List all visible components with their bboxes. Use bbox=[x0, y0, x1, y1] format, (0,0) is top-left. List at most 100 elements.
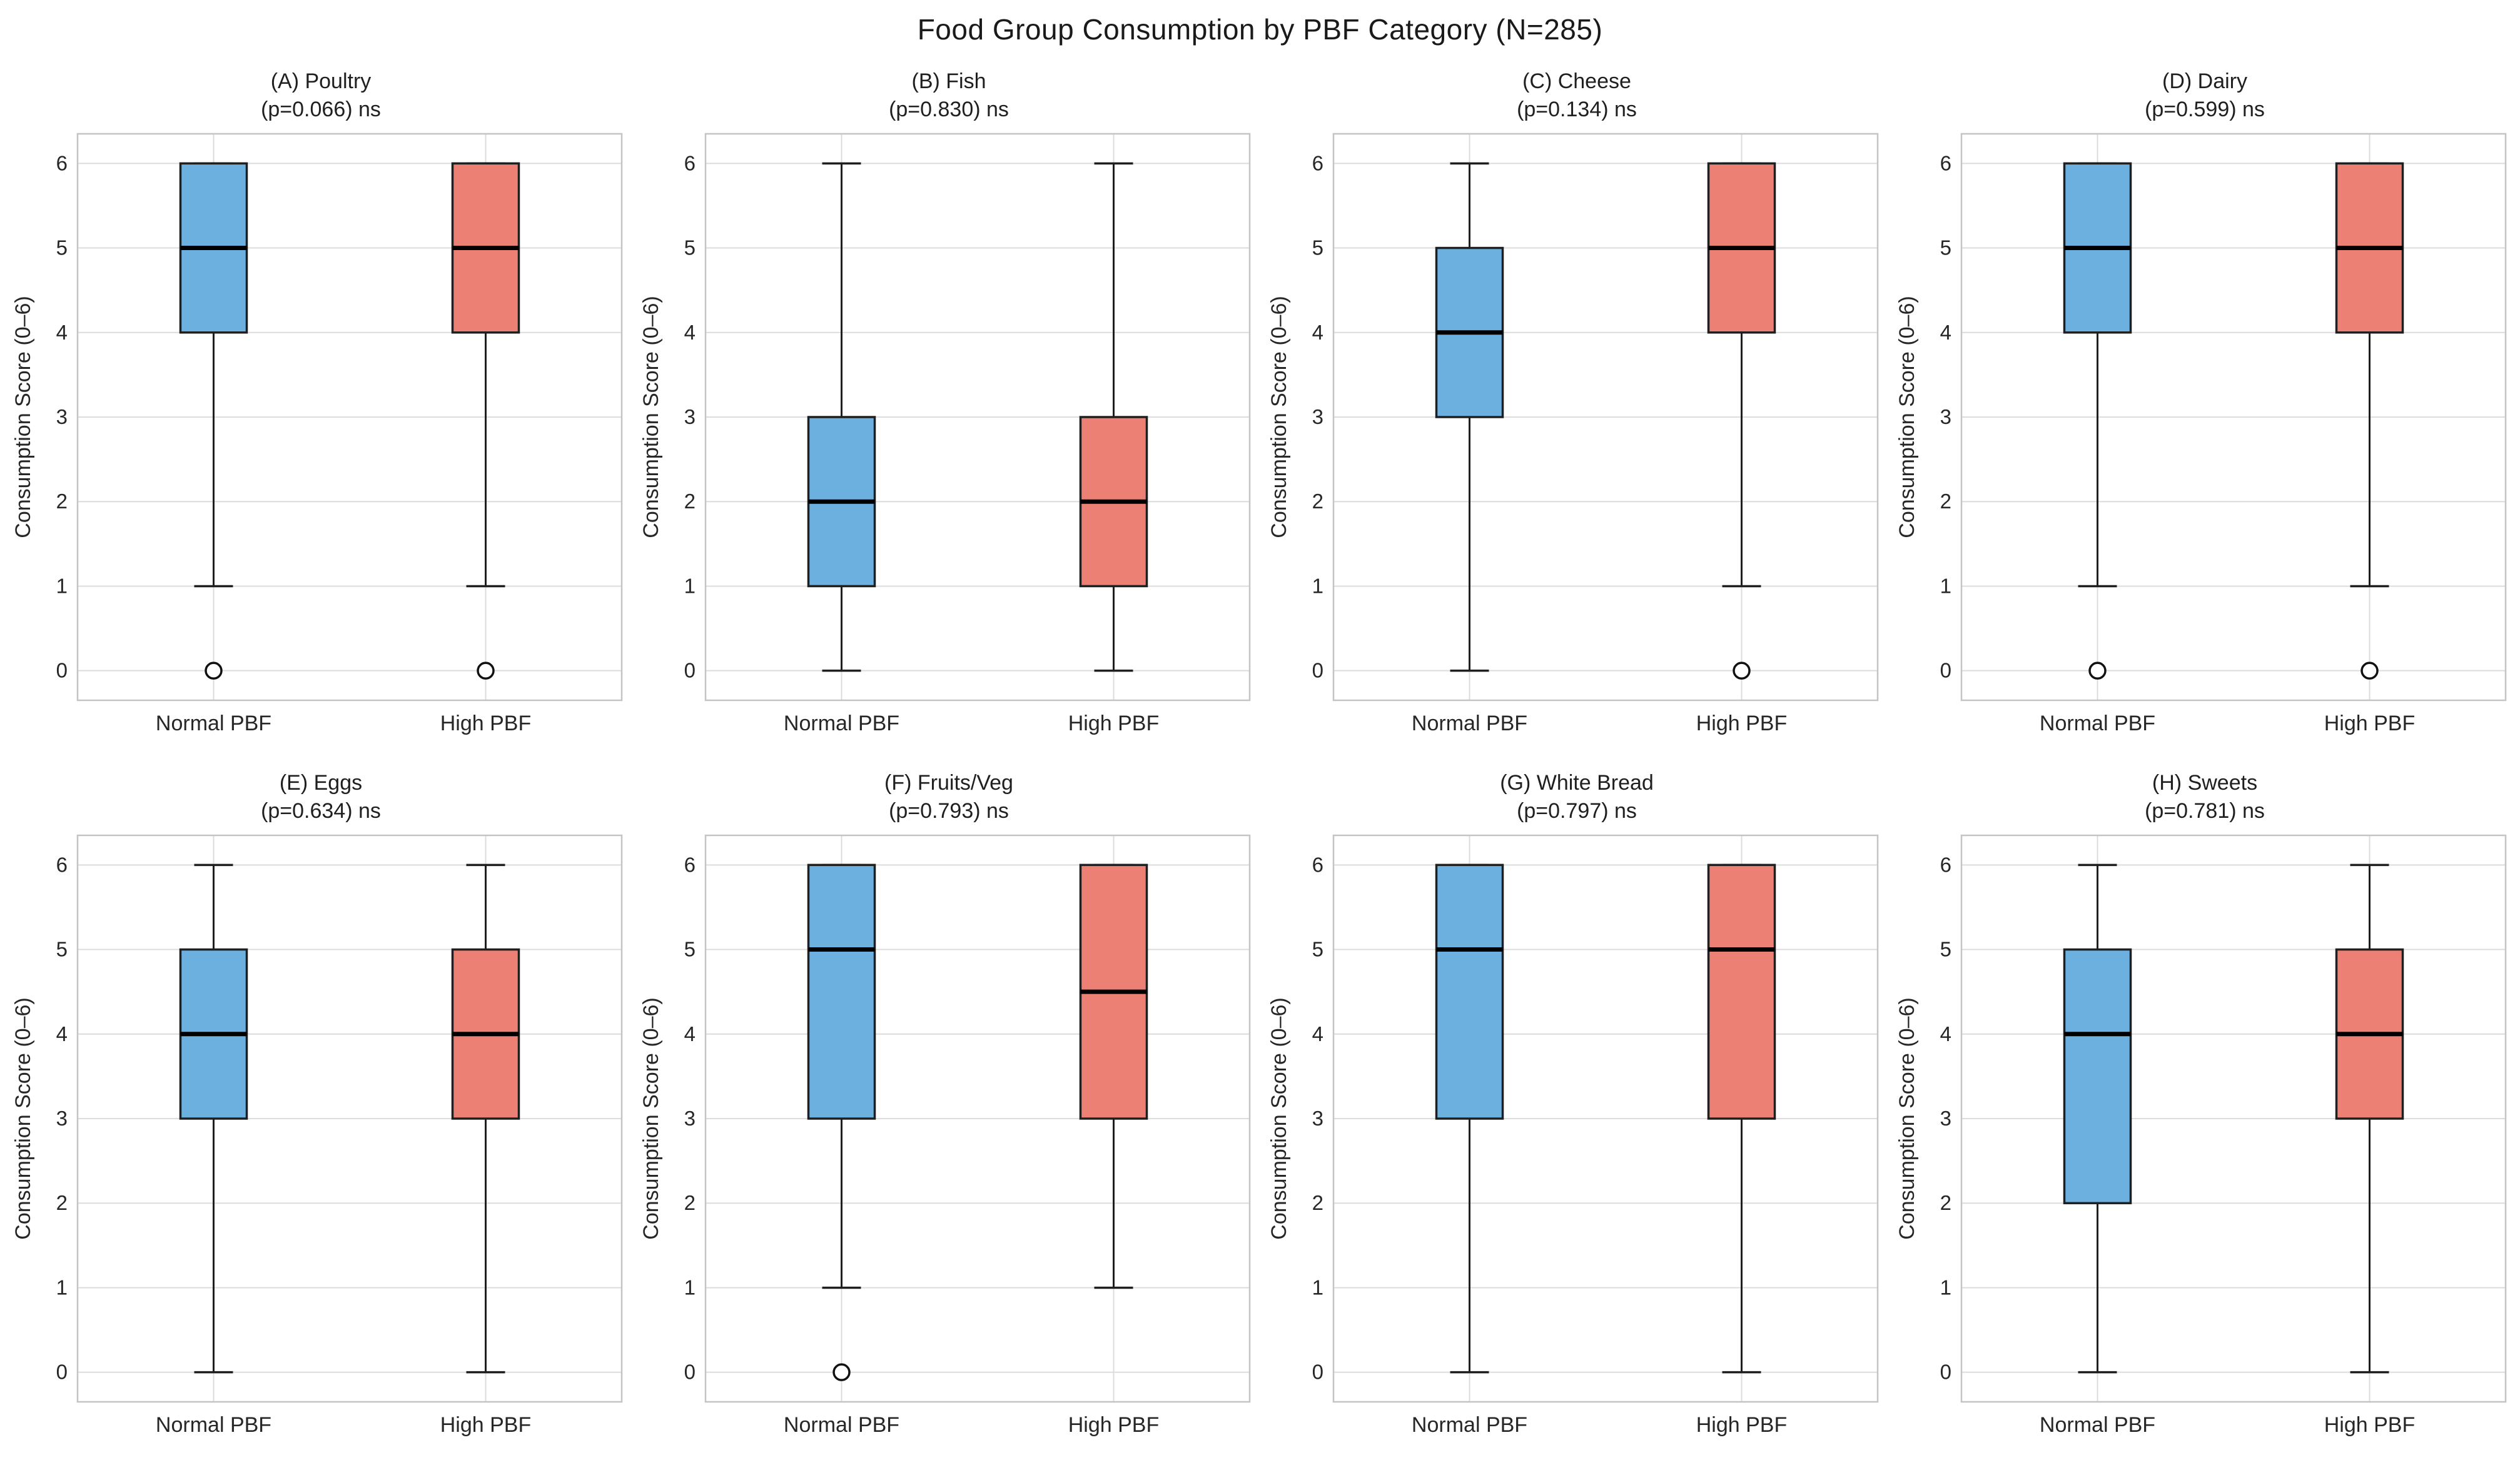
x-tick-label: High PBF bbox=[2324, 712, 2416, 735]
panel-title: (H) Sweets (p=0.781) ns bbox=[1895, 755, 2514, 830]
panel-title: (G) White Bread (p=0.797) ns bbox=[1267, 755, 1886, 830]
boxplot-axes-eggs: 0 1 2 3 4 5 6 Consumption Score (0–6) Normal PBF… bbox=[11, 834, 623, 1437]
boxplot-normal-pbf bbox=[807, 863, 876, 1381]
panel-title: (D) Dairy (p=0.599) ns bbox=[1895, 54, 2514, 129]
y-tick-label: 6 bbox=[56, 151, 68, 174]
x-tick-label: High PBF bbox=[1068, 1413, 1160, 1437]
y-tick-label: 1 bbox=[684, 574, 696, 597]
boxplot-high-pbf bbox=[1079, 162, 1148, 672]
y-tick-label: 0 bbox=[684, 1361, 696, 1384]
boxplot-high-pbf bbox=[1079, 863, 1148, 1289]
y-tick-label: 2 bbox=[1312, 1191, 1323, 1214]
y-tick-label: 0 bbox=[1312, 1361, 1323, 1384]
axes-frame bbox=[1960, 834, 2507, 1403]
boxplot-axes-fruits-veg: 0 1 2 3 4 5 6 Consumption Score (0–6) Normal PBF… bbox=[639, 834, 1251, 1437]
panel-pvalue: (p=0.793) ns bbox=[889, 799, 1009, 823]
y-tick-label: 1 bbox=[56, 1276, 68, 1299]
panel-fruits-veg: (F) Fruits/Veg (p=0.793) ns 0 1 2 3 4 5 6 Consu… bbox=[639, 755, 1258, 1457]
y-axis-label: Consumption Score (0–6) bbox=[639, 997, 663, 1239]
y-tick-label: 5 bbox=[1940, 236, 1951, 259]
boxplot-normal-pbf bbox=[1435, 863, 1504, 1374]
panel-pvalue: (p=0.634) ns bbox=[261, 799, 381, 823]
y-tick-label: 0 bbox=[1940, 659, 1951, 682]
panel-pvalue: (p=0.830) ns bbox=[889, 98, 1009, 122]
boxplot-axes-dairy: 0 1 2 3 4 5 6 Consumption Score (0–6) Normal PBF… bbox=[1895, 133, 2507, 735]
y-tick-label: 5 bbox=[1312, 938, 1323, 961]
boxplot-axes-cheese: 0 1 2 3 4 5 6 Consumption Score (0–6) Normal PBF… bbox=[1267, 133, 1879, 735]
panel-white-bread: (G) White Bread (p=0.797) ns 0 1 2 3 4 5 6 Cons… bbox=[1267, 755, 1886, 1457]
panel-label: (F) Fruits/Veg bbox=[884, 771, 1013, 795]
y-tick-label: 0 bbox=[1940, 1361, 1951, 1384]
boxplot-axes-fish: 0 1 2 3 4 5 6 Consumption Score (0–6) Normal PBF… bbox=[639, 133, 1251, 735]
panel-pvalue: (p=0.797) ns bbox=[1517, 799, 1637, 823]
boxplot-normal-pbf bbox=[2063, 863, 2132, 1374]
y-tick-label: 0 bbox=[56, 1361, 68, 1384]
x-tick-label: High PBF bbox=[1696, 712, 1788, 735]
y-tick-label: 1 bbox=[684, 1276, 696, 1299]
y-axis-label: Consumption Score (0–6) bbox=[1267, 997, 1291, 1239]
y-axis-label: Consumption Score (0–6) bbox=[1895, 296, 1919, 538]
x-tick-label: Normal PBF bbox=[784, 1413, 899, 1437]
y-tick-label: 2 bbox=[684, 1191, 696, 1214]
y-tick-label: 4 bbox=[1940, 1022, 1951, 1045]
x-tick-label: High PBF bbox=[1696, 1413, 1788, 1437]
boxplot-axes-poultry: 0 1 2 3 4 5 6 Consumption Score (0–6) Normal PBF… bbox=[11, 133, 623, 735]
y-tick-label: 5 bbox=[684, 938, 696, 961]
axes-frame bbox=[1332, 133, 1879, 702]
x-tick-label: Normal PBF bbox=[784, 712, 899, 735]
axes-frame bbox=[1332, 834, 1879, 1403]
x-tick-label: High PBF bbox=[440, 712, 532, 735]
y-tick-label: 5 bbox=[56, 236, 68, 259]
x-tick-label: Normal PBF bbox=[1412, 712, 1527, 735]
boxplot-axes-white-bread: 0 1 2 3 4 5 6 Consumption Score (0–6) Normal PBF… bbox=[1267, 834, 1879, 1437]
iqr-box bbox=[2063, 948, 2132, 1204]
y-tick-label: 4 bbox=[684, 321, 696, 344]
x-tick-label: High PBF bbox=[440, 1413, 532, 1437]
x-tick-label: Normal PBF bbox=[156, 1413, 271, 1437]
iqr-box bbox=[1435, 863, 1504, 1120]
y-tick-label: 6 bbox=[1940, 853, 1951, 876]
axes-frame bbox=[704, 133, 1251, 702]
y-tick-label: 3 bbox=[1312, 1107, 1323, 1130]
panel-label: (G) White Bread bbox=[1500, 771, 1654, 795]
panel-fish: (B) Fish (p=0.830) ns 0 1 2 3 4 5 6 Consumption… bbox=[639, 54, 1258, 755]
boxplot-normal-pbf bbox=[1435, 162, 1504, 672]
y-tick-label: 2 bbox=[56, 490, 68, 513]
iqr-box bbox=[807, 863, 876, 1120]
y-tick-label: 6 bbox=[1940, 151, 1951, 174]
outlier-point bbox=[832, 1363, 851, 1381]
panel-poultry: (A) Poultry (p=0.066) ns 0 1 2 3 4 5 6 Consumpt… bbox=[11, 54, 630, 755]
x-tick-label: Normal PBF bbox=[1412, 1413, 1527, 1437]
y-tick-label: 6 bbox=[684, 853, 696, 876]
subplot-grid: (A) Poultry (p=0.066) ns 0 1 2 3 4 5 6 Consumpt… bbox=[0, 54, 2520, 1457]
panel-pvalue: (p=0.781) ns bbox=[2145, 799, 2265, 823]
panel-cheese: (C) Cheese (p=0.134) ns 0 1 2 3 4 5 6 Consumpti… bbox=[1267, 54, 1886, 755]
y-tick-label: 4 bbox=[684, 1022, 696, 1045]
y-tick-label: 4 bbox=[56, 1022, 68, 1045]
y-tick-label: 3 bbox=[684, 1107, 696, 1130]
outlier-point bbox=[477, 662, 495, 680]
boxplot-axes-sweets: 0 1 2 3 4 5 6 Consumption Score (0–6) Normal PBF… bbox=[1895, 834, 2507, 1437]
y-tick-label: 2 bbox=[56, 1191, 68, 1214]
y-tick-label: 2 bbox=[1940, 490, 1951, 513]
y-tick-label: 6 bbox=[1312, 151, 1323, 174]
x-tick-label: Normal PBF bbox=[2040, 1413, 2155, 1437]
figure-title: Food Group Consumption by PBF Category (… bbox=[917, 13, 1603, 46]
y-axis-label: Consumption Score (0–6) bbox=[11, 296, 35, 538]
boxplot-normal-pbf bbox=[179, 863, 248, 1374]
y-tick-label: 5 bbox=[1940, 938, 1951, 961]
boxplot-high-pbf bbox=[2335, 863, 2404, 1374]
axes-frame bbox=[1960, 133, 2507, 702]
outlier-point bbox=[2088, 662, 2107, 680]
axes-frame bbox=[76, 133, 623, 702]
y-tick-label: 1 bbox=[1940, 574, 1951, 597]
y-tick-label: 4 bbox=[1940, 321, 1951, 344]
boxplot-high-pbf bbox=[451, 162, 520, 680]
y-axis-label: Consumption Score (0–6) bbox=[1267, 296, 1291, 538]
y-axis-label: Consumption Score (0–6) bbox=[639, 296, 663, 538]
boxplot-high-pbf bbox=[1707, 162, 1776, 680]
boxplot-normal-pbf bbox=[807, 162, 876, 672]
outlier-point bbox=[1733, 662, 1751, 680]
x-tick-label: Normal PBF bbox=[156, 712, 271, 735]
